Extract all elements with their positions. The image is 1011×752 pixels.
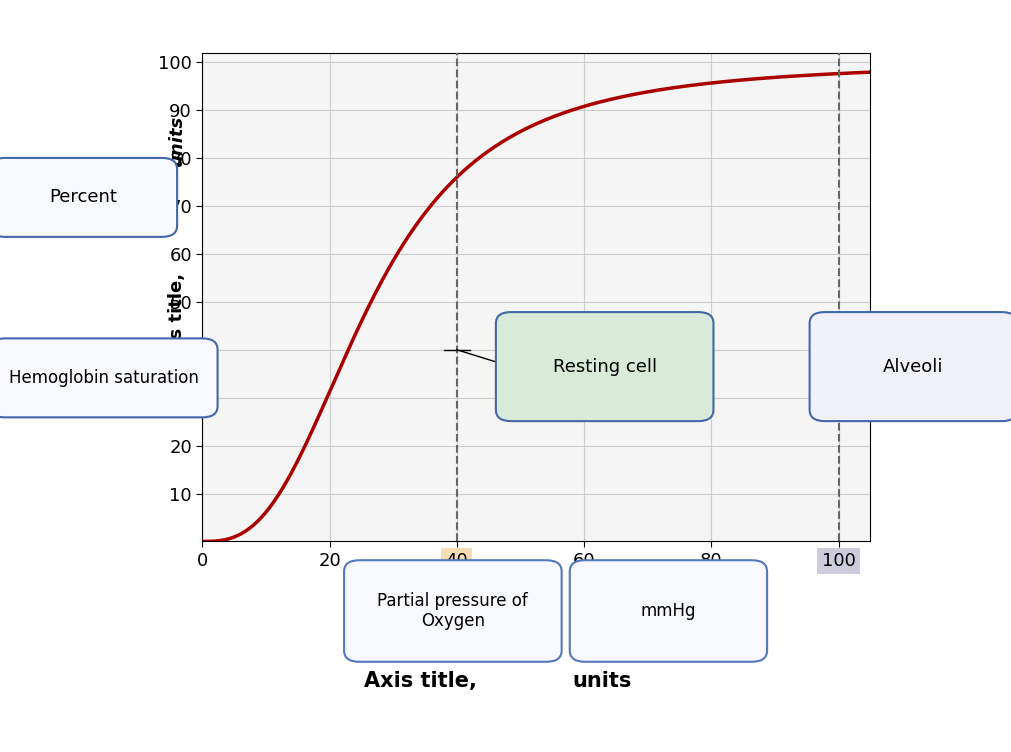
Text: Resting cell: Resting cell (552, 358, 656, 375)
Text: Percent: Percent (50, 189, 117, 206)
Text: units: units (572, 671, 631, 690)
Text: Hemoglobin saturation: Hemoglobin saturation (9, 369, 198, 387)
Text: Alveoli: Alveoli (883, 358, 942, 375)
Text: mmHg: mmHg (640, 602, 696, 620)
Text: units: units (168, 115, 186, 166)
Text: Axis title,: Axis title, (363, 671, 476, 690)
Text: Partial pressure of
Oxygen: Partial pressure of Oxygen (377, 592, 528, 630)
Text: Axis title,: Axis title, (168, 273, 186, 370)
